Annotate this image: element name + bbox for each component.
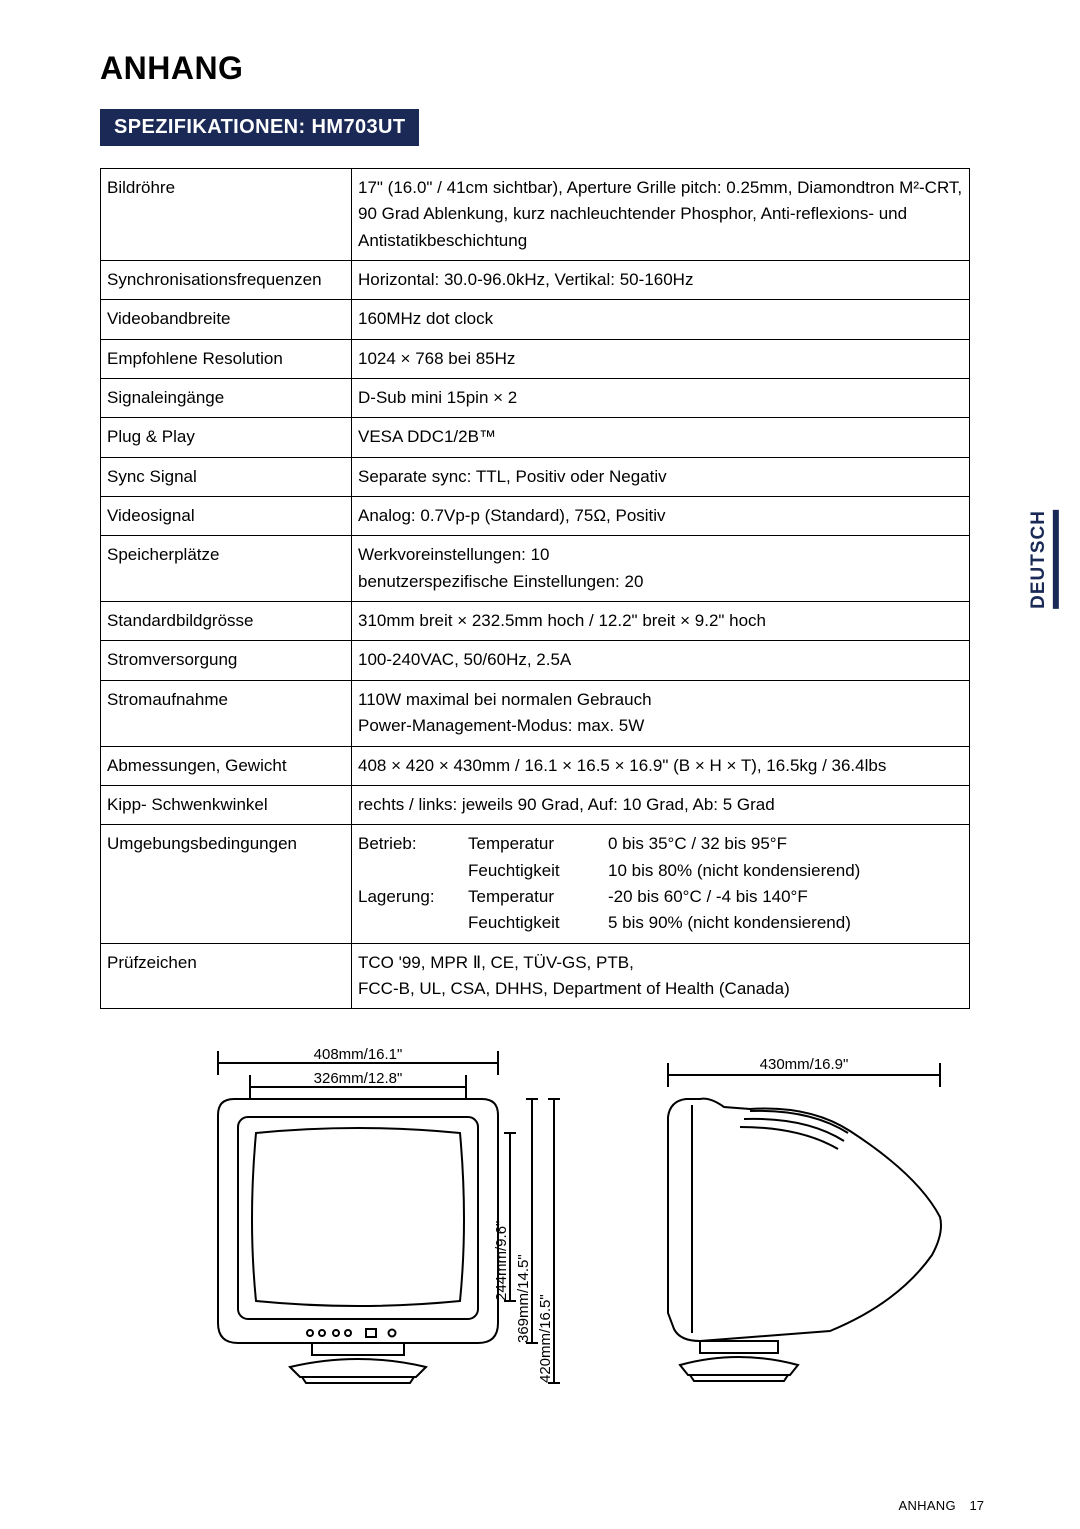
section-band: SPEZIFIKATIONEN: HM703UT [100, 109, 419, 146]
spec-value: Horizontal: 30.0-96.0kHz, Vertikal: 50-1… [352, 261, 970, 300]
page-footer: ANHANG 17 [898, 1498, 984, 1513]
dim-h-full: 420mm/16.5" [537, 1295, 554, 1384]
spec-label: Speicherplätze [101, 536, 352, 602]
spec-label: Stromaufnahme [101, 680, 352, 746]
front-view-diagram: 408mm/16.1" 326mm/12.8" 244mm/9.6" 369mm… [160, 1045, 580, 1405]
spec-label: Videosignal [101, 497, 352, 536]
spec-label: Prüfzeichen [101, 943, 352, 1009]
spec-label: Stromversorgung [101, 641, 352, 680]
spec-label: Empfohlene Resolution [101, 339, 352, 378]
spec-label: Bildröhre [101, 169, 352, 261]
spec-label: Sync Signal [101, 457, 352, 496]
spec-value: 310mm breit × 232.5mm hoch / 12.2" breit… [352, 602, 970, 641]
spec-value: D-Sub mini 15pin × 2 [352, 379, 970, 418]
spec-label: Kipp- Schwenkwinkel [101, 785, 352, 824]
spec-value: 408 × 420 × 430mm / 16.1 × 16.5 × 16.9" … [352, 746, 970, 785]
spec-label: Umgebungsbedingungen [101, 825, 352, 943]
spec-value: Betrieb:Temperatur0 bis 35°C / 32 bis 95… [352, 825, 970, 943]
language-tab: DEUTSCH [1028, 510, 1059, 609]
spec-value: 110W maximal bei normalen Gebrauch Power… [352, 680, 970, 746]
spec-value: Werkvoreinstellungen: 10 benutzerspezifi… [352, 536, 970, 602]
spec-value: 1024 × 768 bei 85Hz [352, 339, 970, 378]
spec-label: Plug & Play [101, 418, 352, 457]
spec-label: Abmessungen, Gewicht [101, 746, 352, 785]
spec-label: Videobandbreite [101, 300, 352, 339]
dim-h-screen: 244mm/9.6" [493, 1221, 510, 1301]
spec-value: VESA DDC1/2B™ [352, 418, 970, 457]
footer-label: ANHANG [898, 1498, 955, 1513]
dimension-diagrams: 408mm/16.1" 326mm/12.8" 244mm/9.6" 369mm… [160, 1045, 1000, 1405]
dim-w-inner: 326mm/12.8" [314, 1070, 403, 1087]
side-view-diagram: 430mm/16.9" [640, 1045, 980, 1405]
spec-label: Synchronisationsfrequenzen [101, 261, 352, 300]
spec-table: Bildröhre17" (16.0" / 41cm sichtbar), Ap… [100, 168, 970, 1009]
spec-value: Separate sync: TTL, Positiv oder Negativ [352, 457, 970, 496]
dim-h-inner: 369mm/14.5" [515, 1255, 532, 1344]
spec-value: 100-240VAC, 50/60Hz, 2.5A [352, 641, 970, 680]
spec-value: TCO '99, MPR Ⅱ, CE, TÜV-GS, PTB, FCC-B, … [352, 943, 970, 1009]
spec-label: Signaleingänge [101, 379, 352, 418]
spec-value: Analog: 0.7Vp-p (Standard), 75Ω, Positiv [352, 497, 970, 536]
dim-w-outer: 408mm/16.1" [314, 1046, 403, 1063]
spec-value: 17" (16.0" / 41cm sichtbar), Aperture Gr… [352, 169, 970, 261]
spec-label: Standardbildgrösse [101, 602, 352, 641]
page-title: ANHANG [100, 50, 1000, 87]
dim-depth: 430mm/16.9" [760, 1056, 849, 1073]
footer-page: 17 [970, 1498, 984, 1513]
spec-value: 160MHz dot clock [352, 300, 970, 339]
spec-value: rechts / links: jeweils 90 Grad, Auf: 10… [352, 785, 970, 824]
